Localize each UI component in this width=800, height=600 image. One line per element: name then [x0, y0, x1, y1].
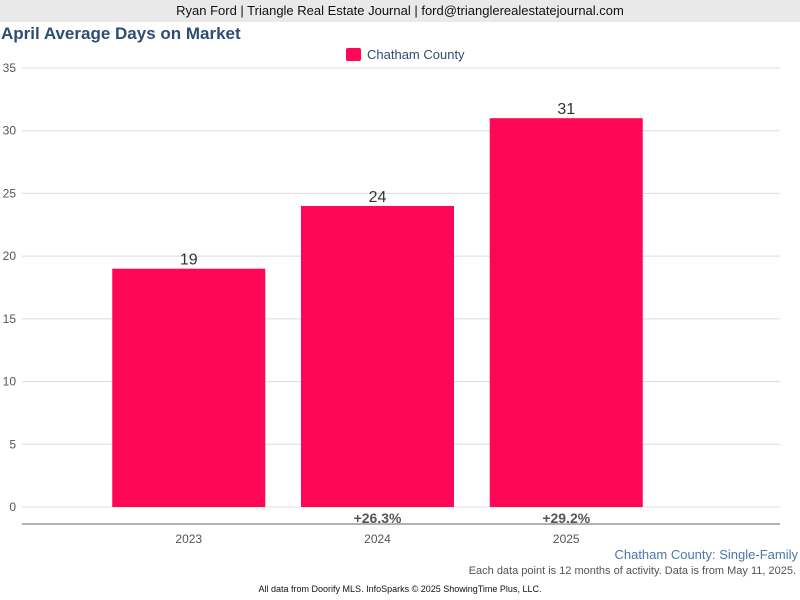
y-tick-label: 25 — [3, 186, 17, 200]
data-label: 19 — [180, 252, 198, 269]
bar — [489, 118, 643, 508]
bar — [301, 205, 454, 507]
x-tick-label: 2025 — [553, 532, 580, 546]
y-tick-label: 30 — [3, 124, 17, 138]
y-tick-label: 20 — [3, 249, 17, 263]
data-label: 24 — [369, 189, 387, 206]
x-tick-label: 2024 — [364, 532, 391, 546]
change-label: +26.3% — [354, 510, 402, 526]
legend-swatch — [346, 47, 361, 61]
x-tick-label: 2023 — [175, 532, 202, 546]
data-label: 31 — [557, 101, 575, 118]
y-tick-label: 15 — [3, 312, 17, 326]
data-note: Each data point is 12 months of activity… — [468, 565, 796, 577]
y-tick-label: 35 — [3, 61, 17, 75]
header-text: Ryan Ford | Triangle Real Estate Journal… — [176, 3, 624, 18]
legend: Chatham County — [346, 45, 465, 63]
legend-label: Chatham County — [367, 46, 465, 62]
bar — [112, 268, 266, 507]
y-tick-label: 5 — [9, 437, 16, 451]
chart-title: April Average Days on Market — [1, 24, 241, 43]
y-tick-label: 0 — [9, 500, 16, 514]
header-bar: Ryan Ford | Triangle Real Estate Journal… — [0, 0, 800, 22]
footer-credit: All data from Doorify MLS. InfoSparks © … — [258, 584, 542, 594]
chart-subtitle: Chatham County: Single-Family — [614, 547, 798, 562]
change-label: +29.2% — [542, 510, 590, 526]
y-tick-label: 10 — [3, 375, 17, 389]
